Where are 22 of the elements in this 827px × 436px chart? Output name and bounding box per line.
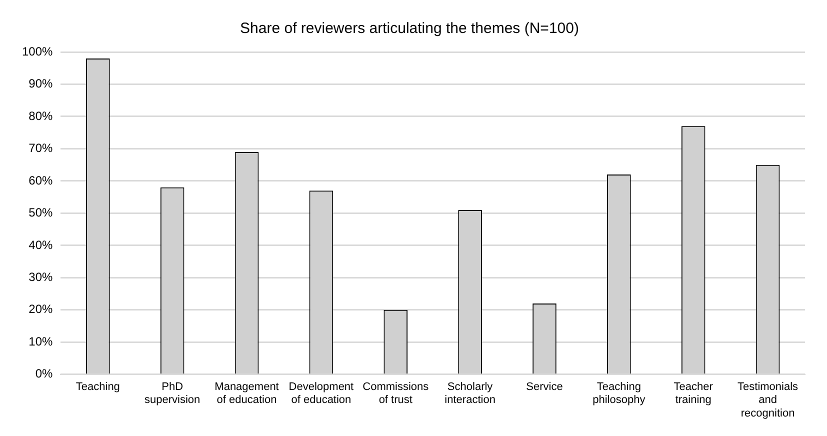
x-tick-label: PhD supervision bbox=[144, 381, 200, 406]
x-tick-label: Management of education bbox=[214, 381, 279, 406]
chart-title: Share of reviewers articulating the themes (N=100) bbox=[240, 20, 579, 38]
x-tick-label: Scholarly interaction bbox=[444, 381, 496, 406]
y-tick-label: 60% bbox=[28, 173, 54, 188]
y-tick-label: 40% bbox=[28, 238, 54, 252]
y-tick-label: 70% bbox=[28, 141, 54, 156]
y-tick-label: 10% bbox=[28, 334, 54, 348]
x-tick-label: Development of education bbox=[288, 381, 354, 406]
y-tick-label: 0% bbox=[35, 366, 54, 381]
y-tick-label: 100% bbox=[22, 44, 54, 58]
x-tick-label: Teaching philosophy bbox=[592, 381, 646, 406]
x-tick-label: Teaching bbox=[76, 381, 120, 394]
x-tick-label: Service bbox=[526, 381, 563, 394]
y-tick-label: 80% bbox=[28, 108, 54, 123]
y-tick-label: 90% bbox=[28, 76, 54, 91]
x-tick-label: Testimonials and recognition bbox=[738, 381, 799, 420]
y-tick-label: 30% bbox=[28, 270, 54, 284]
y-tick-label: 20% bbox=[28, 302, 54, 316]
x-tick-label: Commissions of trust bbox=[362, 381, 430, 406]
y-tick-label: 50% bbox=[28, 206, 54, 220]
x-tick-label: Teacher training bbox=[674, 381, 714, 406]
